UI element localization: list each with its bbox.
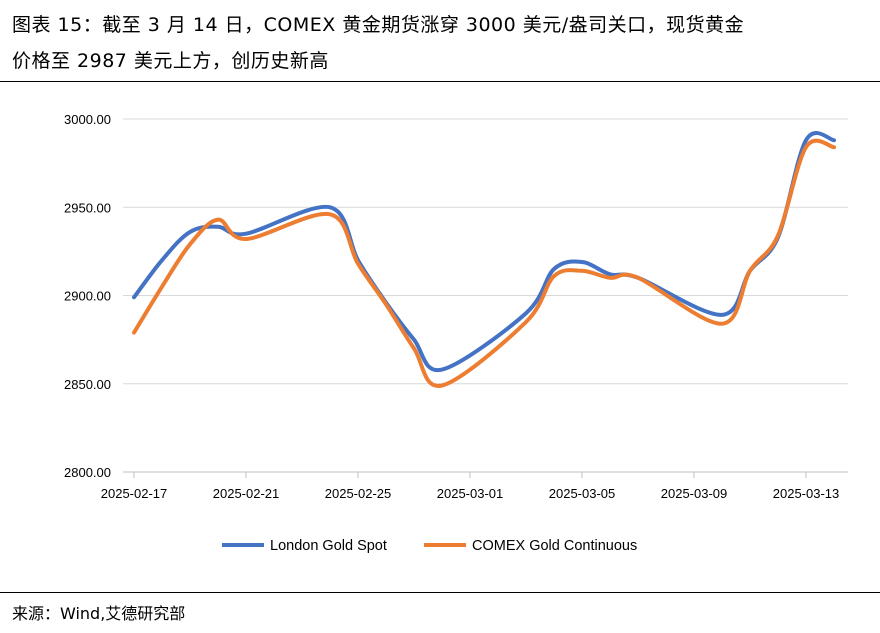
x-tick-label: 2025-02-25 [325, 486, 392, 501]
y-tick-label: 3000.00 [64, 112, 111, 127]
series-line-comex-gold-continuous [132, 138, 836, 388]
x-tick-label: 2025-03-05 [549, 486, 616, 501]
x-axis: 2025-02-17 2025-02-21 2025-02-25 2025-03-01… [101, 472, 840, 501]
legend: London Gold Spot COMEX Gold Continuous [222, 538, 637, 554]
gold-price-line-chart: 2800.00 2850.00 2900.00 2950.00 3000.00 2025… [64, 112, 848, 554]
source-note: 来源：Wind,艾德研究部 [12, 604, 186, 623]
figure-title-line-2: 价格至 2987 美元上方，创历史新高 [12, 50, 329, 72]
title-divider [0, 81, 880, 82]
x-tick-label: 2025-03-09 [661, 486, 728, 501]
x-tick-label: 2025-03-01 [437, 486, 504, 501]
y-axis-tick-labels: 2800.00 2850.00 2900.00 2950.00 3000.00 [64, 112, 111, 480]
x-tick-label: 2025-02-21 [213, 486, 280, 501]
footer-divider [0, 592, 880, 593]
series-line-london-gold-spot [132, 131, 836, 373]
y-tick-label: 2850.00 [64, 377, 111, 392]
x-tick-label: 2025-03-13 [773, 486, 840, 501]
y-tick-label: 2800.00 [64, 465, 111, 480]
figure-title: 图表 15：截至 3 月 14 日，COMEX 黄金期货涨穿 3000 美元/盎… [0, 0, 880, 82]
series-lines [132, 131, 836, 388]
y-tick-label: 2950.00 [64, 200, 111, 215]
legend-label: COMEX Gold Continuous [472, 538, 637, 554]
legend-label: London Gold Spot [270, 538, 387, 554]
gridlines [123, 118, 848, 473]
y-tick-label: 2900.00 [64, 289, 111, 304]
x-tick-label: 2025-02-17 [101, 486, 168, 501]
figure-title-line-1: 图表 15：截至 3 月 14 日，COMEX 黄金期货涨穿 3000 美元/盎… [12, 14, 745, 36]
